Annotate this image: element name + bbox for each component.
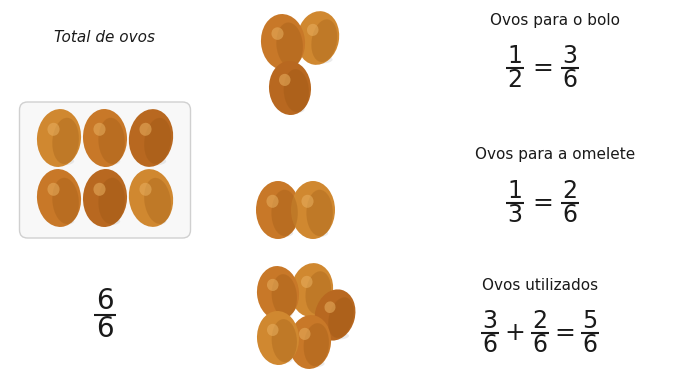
FancyBboxPatch shape xyxy=(19,102,190,238)
Ellipse shape xyxy=(144,178,171,224)
Text: 6: 6 xyxy=(582,333,597,357)
Text: 6: 6 xyxy=(482,333,497,357)
Ellipse shape xyxy=(267,310,292,319)
Ellipse shape xyxy=(266,195,279,208)
Ellipse shape xyxy=(303,323,329,366)
Ellipse shape xyxy=(325,332,349,340)
Text: 6: 6 xyxy=(96,316,114,344)
Ellipse shape xyxy=(83,169,127,227)
Text: 3: 3 xyxy=(508,203,523,227)
Ellipse shape xyxy=(325,301,336,313)
Ellipse shape xyxy=(328,297,353,338)
Ellipse shape xyxy=(306,271,331,314)
Ellipse shape xyxy=(271,27,284,40)
Ellipse shape xyxy=(52,178,79,224)
Ellipse shape xyxy=(99,118,125,164)
Ellipse shape xyxy=(99,178,125,224)
Ellipse shape xyxy=(48,157,74,165)
Ellipse shape xyxy=(257,311,299,365)
Ellipse shape xyxy=(284,69,309,112)
Ellipse shape xyxy=(272,319,297,362)
Ellipse shape xyxy=(314,289,356,340)
Ellipse shape xyxy=(140,217,166,225)
Ellipse shape xyxy=(140,157,166,165)
Ellipse shape xyxy=(83,109,127,167)
Ellipse shape xyxy=(289,315,331,369)
Text: =: = xyxy=(532,191,553,215)
Ellipse shape xyxy=(140,183,151,196)
Ellipse shape xyxy=(267,356,292,363)
Ellipse shape xyxy=(267,279,279,291)
Text: =: = xyxy=(532,56,553,80)
Text: 6: 6 xyxy=(562,203,577,227)
Text: 2: 2 xyxy=(532,309,547,333)
Ellipse shape xyxy=(37,109,81,167)
Ellipse shape xyxy=(267,324,279,336)
Ellipse shape xyxy=(257,266,299,320)
Ellipse shape xyxy=(94,157,120,165)
Ellipse shape xyxy=(129,109,173,167)
Ellipse shape xyxy=(52,118,79,164)
Text: 5: 5 xyxy=(582,309,597,333)
Text: +: + xyxy=(505,321,525,345)
Ellipse shape xyxy=(279,106,305,113)
Ellipse shape xyxy=(272,60,298,69)
Text: =: = xyxy=(555,321,575,345)
Ellipse shape xyxy=(256,181,300,239)
Ellipse shape xyxy=(312,20,337,62)
Text: Total de ovos: Total de ovos xyxy=(55,30,155,46)
Ellipse shape xyxy=(299,360,325,368)
Text: 1: 1 xyxy=(508,179,523,203)
Ellipse shape xyxy=(47,123,60,136)
Text: 6: 6 xyxy=(562,68,577,92)
Text: Ovos para o bolo: Ovos para o bolo xyxy=(490,12,620,28)
Ellipse shape xyxy=(301,308,327,316)
Ellipse shape xyxy=(306,190,333,236)
Ellipse shape xyxy=(307,24,319,36)
Ellipse shape xyxy=(261,14,305,70)
Ellipse shape xyxy=(276,23,303,67)
Ellipse shape xyxy=(129,169,173,227)
Ellipse shape xyxy=(93,123,105,136)
Text: 3: 3 xyxy=(562,44,577,68)
Text: Ovos utilizados: Ovos utilizados xyxy=(482,278,598,292)
Text: 6: 6 xyxy=(96,287,114,315)
Ellipse shape xyxy=(93,183,105,196)
Text: 2: 2 xyxy=(508,68,523,92)
Ellipse shape xyxy=(48,217,74,225)
Text: 2: 2 xyxy=(562,179,577,203)
Ellipse shape xyxy=(291,263,333,317)
Ellipse shape xyxy=(271,190,298,236)
Ellipse shape xyxy=(279,74,290,86)
Ellipse shape xyxy=(308,55,333,64)
Ellipse shape xyxy=(272,274,297,317)
Ellipse shape xyxy=(297,11,339,65)
Text: 3: 3 xyxy=(482,309,497,333)
Text: 1: 1 xyxy=(508,44,523,68)
Ellipse shape xyxy=(94,217,120,225)
Text: Ovos para a omelete: Ovos para a omelete xyxy=(475,147,635,163)
Ellipse shape xyxy=(140,123,151,136)
Ellipse shape xyxy=(37,169,81,227)
Ellipse shape xyxy=(266,229,293,238)
Ellipse shape xyxy=(301,276,312,288)
Ellipse shape xyxy=(47,183,60,196)
Ellipse shape xyxy=(301,195,314,208)
Ellipse shape xyxy=(291,181,335,239)
Ellipse shape xyxy=(299,328,310,340)
Ellipse shape xyxy=(302,229,328,238)
Ellipse shape xyxy=(144,118,171,164)
Text: 6: 6 xyxy=(532,333,547,357)
Ellipse shape xyxy=(269,61,311,115)
